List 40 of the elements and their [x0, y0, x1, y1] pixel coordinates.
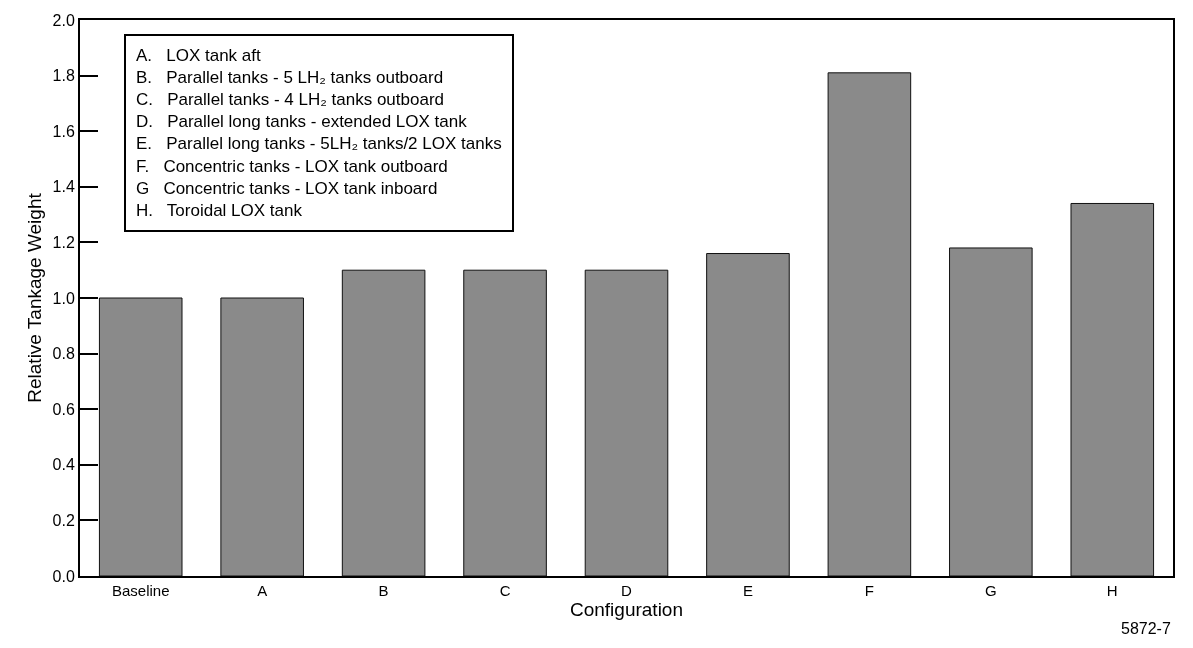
y-tick-label: 0.0 — [52, 567, 75, 585]
y-tick-label: 0.8 — [52, 345, 75, 363]
text: 5872-7 — [1121, 620, 1171, 637]
bar — [220, 297, 304, 576]
x-tick-label: F — [864, 582, 874, 599]
x-tick-label: Baseline — [111, 582, 170, 599]
x-tick-label: B — [378, 582, 389, 599]
bar — [706, 253, 790, 576]
x-tick-label: D — [621, 582, 633, 599]
x-tick-label: G — [984, 582, 997, 599]
y-tick-label: 0.4 — [52, 456, 75, 474]
x-tick-label: C — [499, 582, 511, 599]
y-tick-label: 1.6 — [52, 122, 75, 140]
bar — [341, 269, 426, 576]
y-tick-label: 0.2 — [52, 512, 75, 529]
annotation: D. Parallel long tanks - extended LOX tank — [136, 112, 468, 132]
bar — [949, 247, 1033, 576]
x-tick-label: E — [742, 582, 753, 599]
x-axis-title: Configuration — [569, 599, 684, 620]
annotation: C. Parallel tanks - 4 LH₂ tanks outboard — [136, 90, 445, 110]
y-tick-label: 1.0 — [52, 289, 75, 307]
bar — [98, 297, 183, 576]
x-tick-label: A — [257, 582, 268, 599]
bar — [584, 269, 669, 576]
y-tick-label: 1.8 — [52, 67, 75, 85]
x-tick-label: H — [1106, 582, 1118, 599]
y-tick-label: 2.0 — [52, 11, 75, 29]
annotation: G Concentric tanks - LOX tank inboard — [136, 178, 438, 198]
bar — [463, 269, 547, 576]
y-tick-label: 1.4 — [52, 178, 75, 196]
y-tick-label: 1.2 — [52, 234, 75, 251]
annotation: F. Concentric tanks - LOX tank outboard — [136, 156, 448, 176]
y-tick-label: 0.6 — [52, 400, 75, 418]
annotation: H. Toroidal LOX tank — [136, 200, 303, 220]
annotation: E. Parallel long tanks - 5LH₂ tanks/2 LOX tanks — [136, 134, 502, 154]
annotation: A. LOX tank aft — [136, 46, 261, 65]
annotation: B. Parallel tanks - 5 LH₂ tanks outboard — [136, 68, 444, 88]
bar — [827, 72, 912, 576]
bar — [1070, 202, 1155, 576]
y-axis-title: Relative Tankage Weight — [23, 192, 45, 403]
